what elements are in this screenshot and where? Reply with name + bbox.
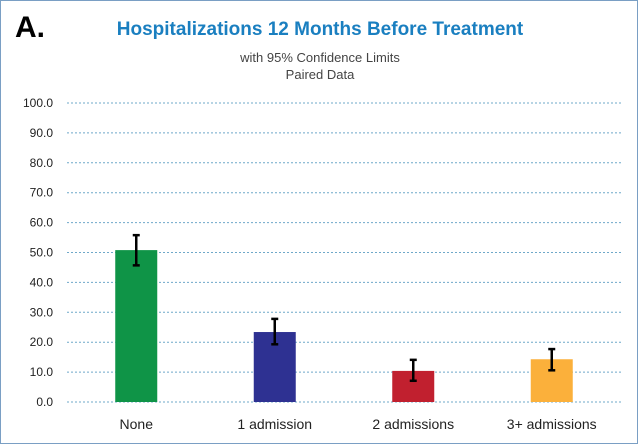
y-tick-label: 50.0 [30,246,54,260]
y-tick-label: 60.0 [30,216,54,230]
y-tick-label: 90.0 [30,126,54,140]
y-tick-label: 80.0 [30,156,54,170]
y-tick-label: 70.0 [30,186,54,200]
chart-subtitle: with 95% Confidence Limits [240,50,400,65]
y-tick-label: 10.0 [30,365,54,379]
y-tick-label: 20.0 [30,335,54,349]
chart-title: Hospitalizations 12 Months Before Treatm… [116,19,524,40]
x-tick-label: 1 admission [237,416,312,432]
y-tick-label: 40.0 [30,275,54,289]
x-tick-label: None [120,416,154,432]
bar [115,250,158,402]
y-tick-label: 100.0 [23,96,53,110]
chart-subtitle-2: Paired Data [285,67,355,82]
y-tick-label: 30.0 [30,305,54,319]
y-tick-label: 0.0 [36,395,53,409]
panel-label: A. [15,11,45,44]
x-tick-label: 3+ admissions [507,416,597,432]
x-tick-label: 2 admissions [372,416,454,432]
